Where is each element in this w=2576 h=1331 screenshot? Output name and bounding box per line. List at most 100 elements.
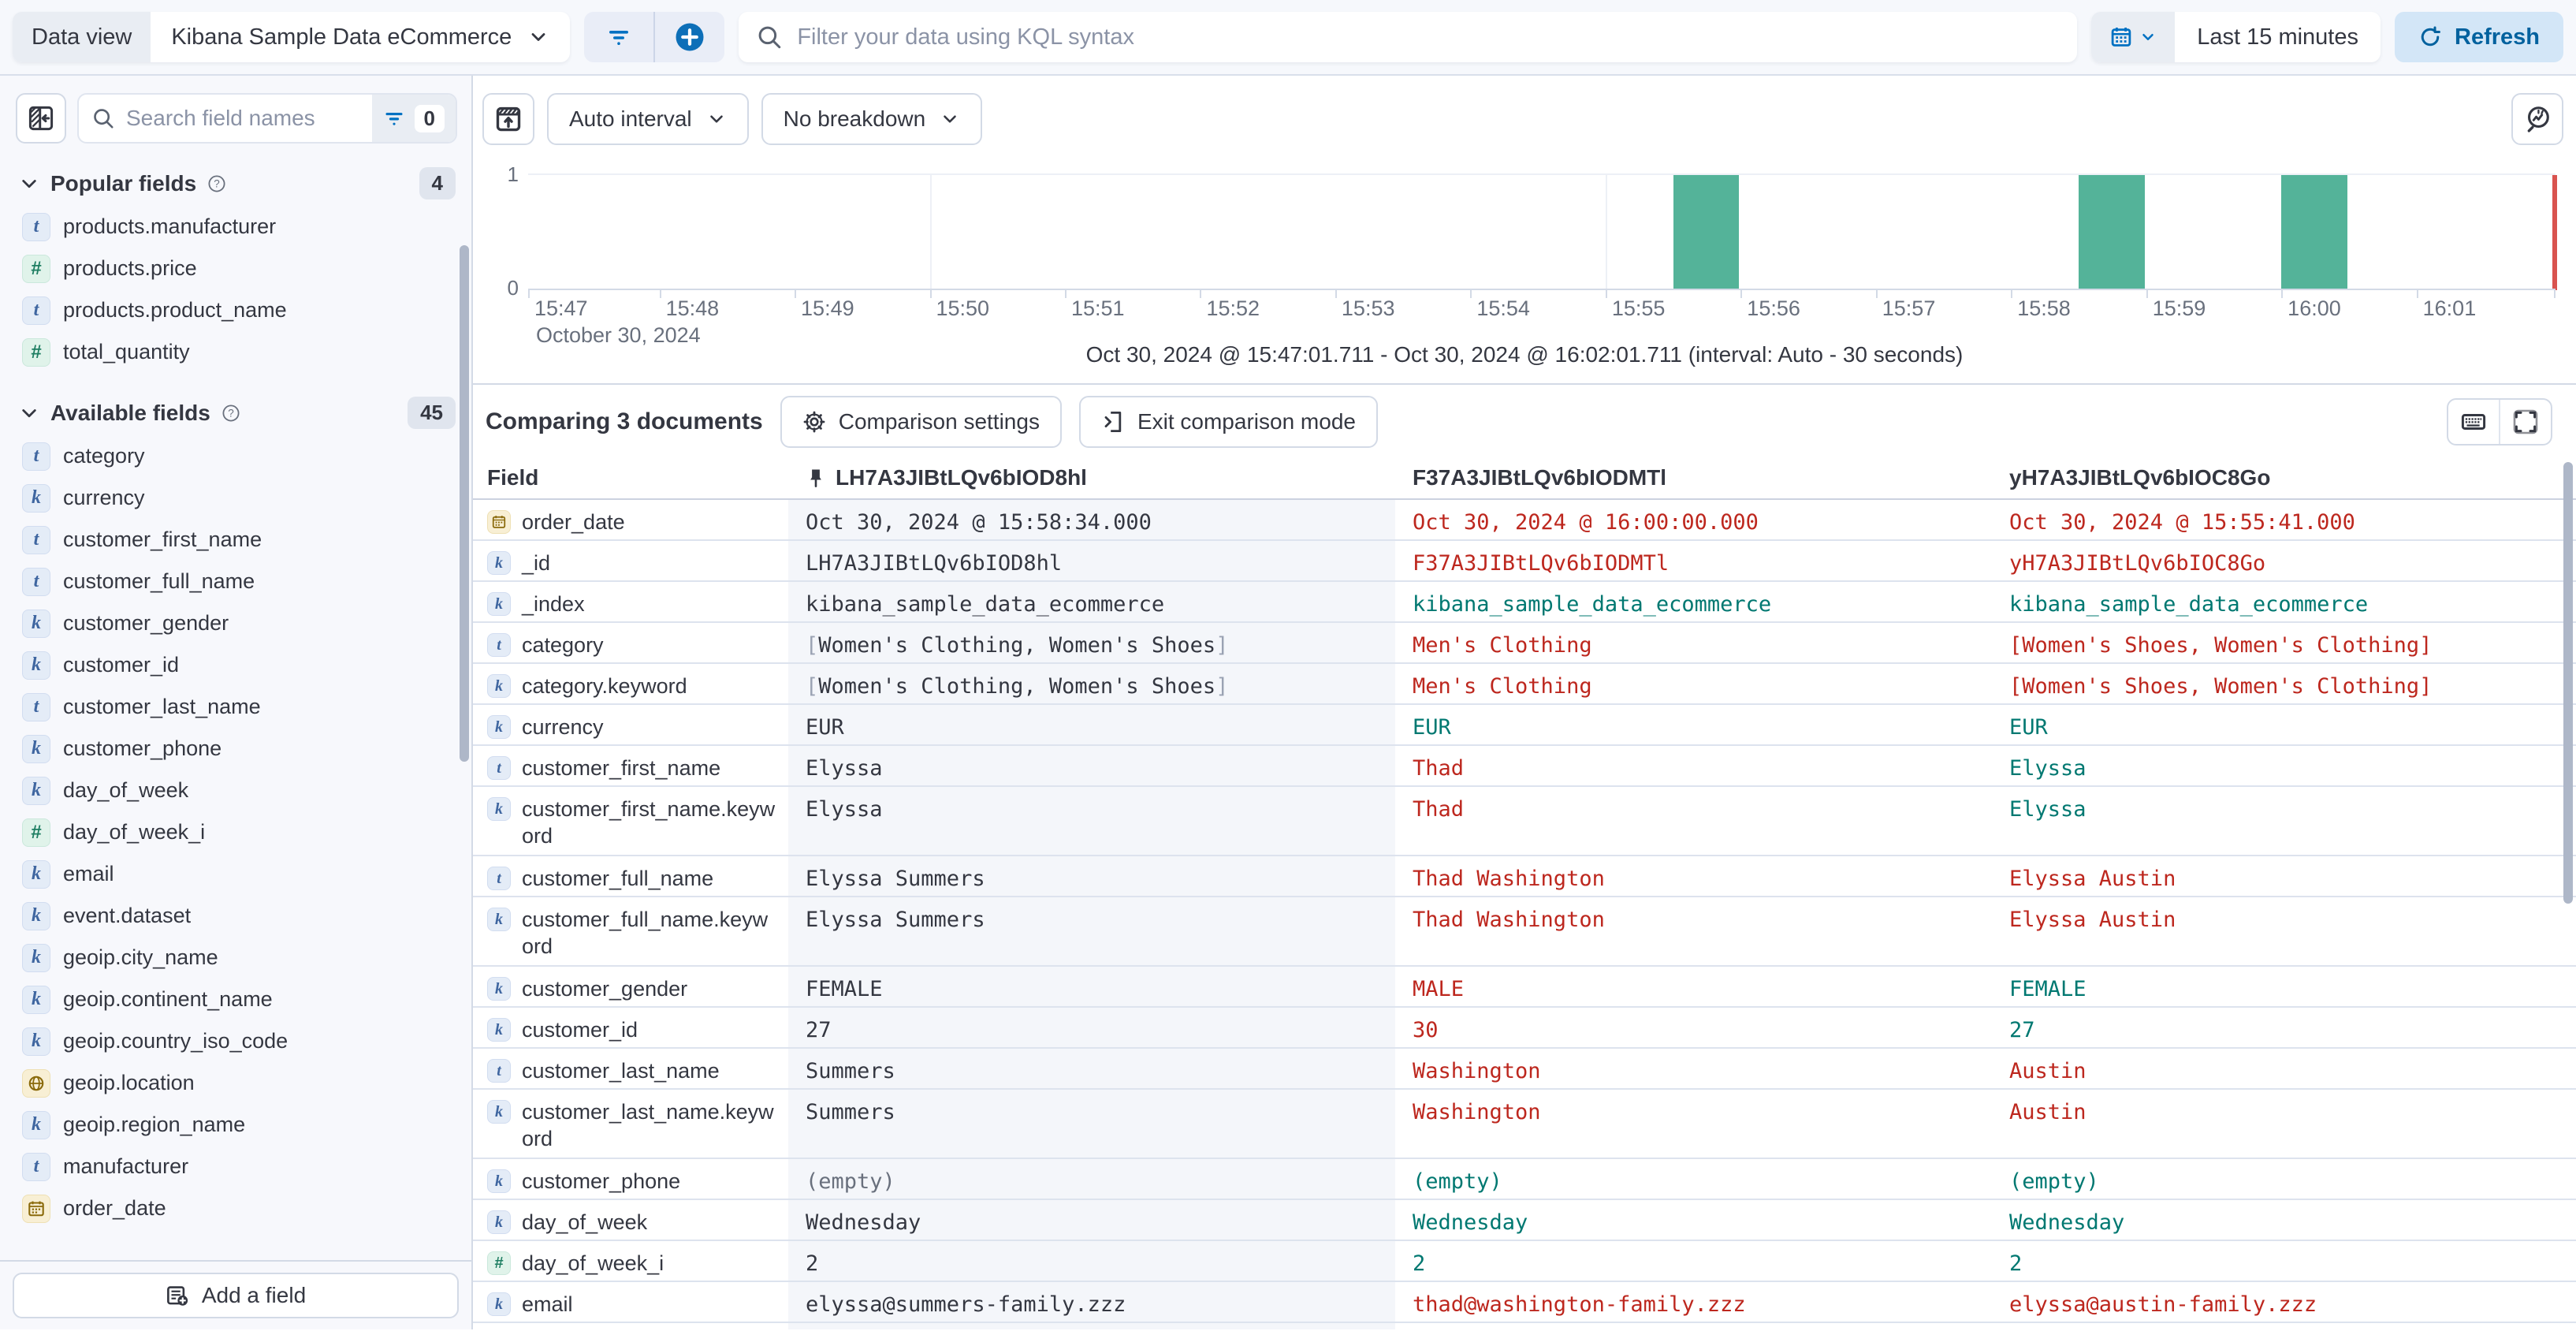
x-axis-tick-label: 15:57 bbox=[1882, 296, 1936, 320]
x-axis-tick-label: 16:01 bbox=[2422, 296, 2477, 320]
calendar-icon bbox=[2109, 25, 2133, 49]
exit-icon bbox=[1101, 410, 1125, 434]
sidebar-field-customer_full_name[interactable]: t customer_full_name bbox=[0, 561, 471, 602]
field-name-label: geoip.location bbox=[63, 1071, 195, 1094]
field-filter-button[interactable]: 0 bbox=[371, 95, 456, 142]
document-histogram: 1 0 15:47 15:48 15:49 15:50 15:51 15:52 15:53 1… bbox=[473, 145, 2576, 374]
value-cell: Oct 30, 2024 @ 15:58:34.000 bbox=[788, 500, 1395, 539]
sidebar-field-products.price[interactable]: # products.price bbox=[0, 248, 471, 289]
divider bbox=[2499, 400, 2500, 444]
sidebar-field-customer_id[interactable]: k customer_id bbox=[0, 644, 471, 686]
field-type-k-icon: k bbox=[22, 609, 50, 638]
filter-icon bbox=[606, 24, 631, 50]
add-field-button[interactable]: Add a field bbox=[13, 1273, 459, 1318]
field-name-label: day_of_week_i bbox=[522, 1251, 664, 1275]
value-cell: Thad Washington bbox=[1413, 867, 1605, 891]
exit-comparison-button[interactable]: Exit comparison mode bbox=[1078, 396, 1378, 448]
collapse-sidebar-button[interactable] bbox=[16, 93, 66, 144]
breakdown-select[interactable]: No breakdown bbox=[761, 93, 983, 145]
refresh-icon bbox=[2418, 25, 2442, 49]
comparison-settings-button[interactable]: Comparison settings bbox=[780, 396, 1062, 448]
filter-menu-button[interactable] bbox=[584, 12, 653, 62]
field-name-label: geoip.country_iso_code bbox=[63, 1029, 288, 1053]
field-name-label: email bbox=[522, 1292, 573, 1316]
sidebar-field-customer_phone[interactable]: k customer_phone bbox=[0, 728, 471, 770]
field-type-t-icon: t bbox=[487, 1059, 511, 1083]
x-axis-tick-label: 15:59 bbox=[2152, 296, 2206, 320]
sidebar-field-category[interactable]: t category bbox=[0, 435, 471, 477]
sidebar-field-day_of_week[interactable]: k day_of_week bbox=[0, 770, 471, 811]
sidebar-field-geoip.country_iso_code[interactable]: k geoip.country_iso_code bbox=[0, 1020, 471, 1062]
field-search-input[interactable] bbox=[125, 105, 372, 132]
field-type-k-icon: k bbox=[22, 734, 50, 763]
sidebar-field-manufacturer[interactable]: t manufacturer bbox=[0, 1146, 471, 1187]
hide-chart-icon bbox=[494, 105, 523, 133]
value-cell: (empty) bbox=[788, 1159, 1395, 1199]
popular-fields-header[interactable]: Popular fields ? 4 bbox=[19, 167, 456, 199]
sidebar-field-event.dataset[interactable]: k event.dataset bbox=[0, 895, 471, 937]
field-name-cell: k customer_gender bbox=[473, 967, 788, 1006]
time-range-value[interactable]: Last 15 minutes bbox=[2197, 24, 2358, 50]
sidebar-field-geoip.region_name[interactable]: k geoip.region_name bbox=[0, 1104, 471, 1146]
edit-visualization-button[interactable] bbox=[2511, 93, 2563, 145]
field-name-label: customer_id bbox=[63, 653, 180, 677]
sidebar-field-products.product_name[interactable]: t products.product_name bbox=[0, 289, 471, 331]
fullscreen-button[interactable] bbox=[2500, 400, 2551, 444]
sidebar-field-order_date[interactable]: order_date bbox=[0, 1187, 471, 1229]
table-row-customer_first_name.keyword: k customer_first_name.keyword Elyssa Thad El… bbox=[473, 787, 2576, 856]
value-cell: Thad Washington bbox=[1413, 908, 1605, 932]
value-cell: Austin bbox=[2009, 1100, 2086, 1124]
field-name-cell: k _index bbox=[473, 582, 788, 621]
field-name-label: products.price bbox=[63, 256, 197, 280]
sidebar-field-total_quantity[interactable]: # total_quantity bbox=[0, 331, 471, 373]
date-quick-select-button[interactable] bbox=[2091, 12, 2176, 62]
plus-circle-icon bbox=[674, 21, 705, 53]
sidebar-field-geoip.continent_name[interactable]: k geoip.continent_name bbox=[0, 979, 471, 1020]
x-axis-tick-label: 15:56 bbox=[1747, 296, 1800, 320]
sidebar-scrollbar[interactable] bbox=[460, 245, 469, 762]
sidebar-field-geoip.location[interactable]: geoip.location bbox=[0, 1062, 471, 1104]
comparison-title: Comparing 3 documents bbox=[486, 408, 763, 434]
data-view-picker[interactable]: Data view Kibana Sample Data eCommerce bbox=[13, 12, 571, 62]
hide-chart-button[interactable] bbox=[482, 93, 534, 145]
field-name-label: customer_gender bbox=[522, 977, 688, 1001]
refresh-button[interactable]: Refresh bbox=[2395, 12, 2563, 62]
histogram-plot[interactable] bbox=[528, 173, 2557, 290]
value-cell: elyssa@summers-family.zzz bbox=[788, 1282, 1395, 1322]
sidebar-field-customer_first_name[interactable]: t customer_first_name bbox=[0, 519, 471, 561]
value-cell: kibana_sample_data_ecommerce bbox=[2009, 592, 2369, 617]
sidebar-field-day_of_week_i[interactable]: # day_of_week_i bbox=[0, 811, 471, 853]
value-cell: Austin bbox=[2009, 1059, 2086, 1083]
add-filter-button[interactable] bbox=[655, 12, 724, 62]
value-cell: FEMALE bbox=[788, 967, 1395, 1006]
top-navigation-bar: Data view Kibana Sample Data eCommerce L… bbox=[0, 0, 2576, 76]
pin-icon bbox=[806, 466, 826, 490]
field-type-k-icon: k bbox=[22, 943, 50, 972]
value-cell: 30 bbox=[1413, 1018, 1439, 1042]
sidebar-field-customer_last_name[interactable]: t customer_last_name bbox=[0, 686, 471, 728]
field-name-label: _index bbox=[522, 592, 585, 616]
field-search-box[interactable]: 0 bbox=[77, 93, 457, 144]
kql-search-bar[interactable] bbox=[739, 12, 2078, 62]
question-icon: ? bbox=[207, 174, 226, 193]
kql-search-input[interactable] bbox=[795, 23, 2060, 51]
value-cell: kibana_sample_data_ecommerce bbox=[788, 582, 1395, 621]
doc-id-label: F37A3JIBtLQv6bIODMTl bbox=[1413, 465, 1667, 490]
value-cell: EUR bbox=[2009, 715, 2048, 740]
sidebar-field-email[interactable]: k email bbox=[0, 853, 471, 895]
table-scrollbar[interactable] bbox=[2563, 462, 2573, 904]
keyboard-shortcuts-button[interactable] bbox=[2448, 400, 2499, 444]
value-cell: 2 bbox=[788, 1241, 1395, 1281]
x-axis-tick bbox=[1064, 290, 1067, 298]
interval-select[interactable]: Auto interval bbox=[547, 93, 749, 145]
sidebar-field-customer_gender[interactable]: k customer_gender bbox=[0, 602, 471, 644]
field-type-t-icon: t bbox=[22, 296, 50, 325]
available-fields-header[interactable]: Available fields ? 45 bbox=[19, 397, 456, 429]
field-name-label: email bbox=[63, 862, 114, 885]
x-axis-tick-label: 15:51 bbox=[1070, 296, 1125, 320]
sidebar-field-currency[interactable]: k currency bbox=[0, 477, 471, 519]
field-type-num-icon: # bbox=[22, 337, 50, 367]
sidebar-field-products.manufacturer[interactable]: t products.manufacturer bbox=[0, 206, 471, 248]
field-name-label: total_quantity bbox=[63, 340, 190, 364]
sidebar-field-geoip.city_name[interactable]: k geoip.city_name bbox=[0, 937, 471, 979]
